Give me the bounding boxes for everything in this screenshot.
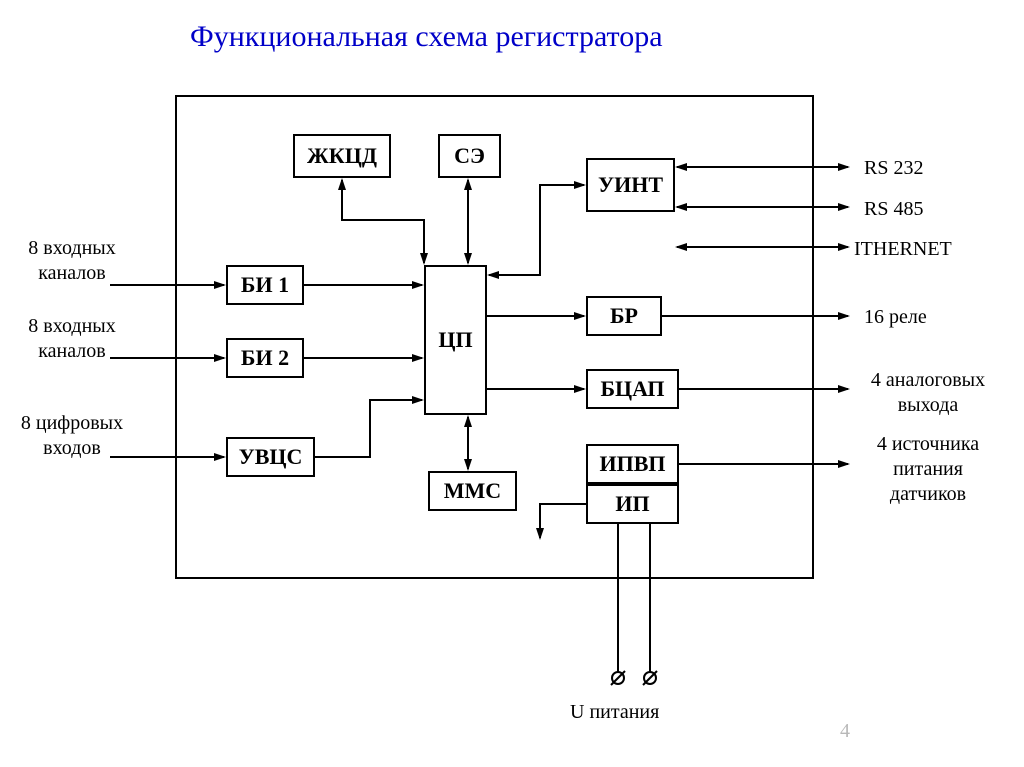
label-psrc: 4 источникапитаниядатчиков — [848, 432, 1008, 507]
label-rs485: RS 485 — [864, 197, 923, 222]
block-ipvp: ИПВП — [586, 444, 679, 484]
block-bcap: БЦАП — [586, 369, 679, 409]
label-rs232: RS 232 — [864, 156, 923, 181]
label-upit: U питания — [570, 700, 659, 725]
block-se: СЭ — [438, 134, 501, 178]
diagram-title: Функциональная схема регистратора — [190, 20, 663, 54]
page-number: 4 — [840, 720, 850, 743]
label-relay: 16 реле — [864, 305, 927, 330]
block-zhkcd: ЖКЦД — [293, 134, 391, 178]
label-ith: ITHERNET — [854, 237, 952, 262]
block-uvcs: УВЦС — [226, 437, 315, 477]
label-in2: 8 входныхканалов — [12, 314, 132, 364]
block-bi1: БИ 1 — [226, 265, 304, 305]
block-uint: УИНТ — [586, 158, 675, 212]
label-in3: 8 цифровыхвходов — [12, 411, 132, 461]
block-mmc: ММС — [428, 471, 517, 511]
block-ip: ИП — [586, 484, 679, 524]
block-bi2: БИ 2 — [226, 338, 304, 378]
label-aout: 4 аналоговыхвыхода — [848, 368, 1008, 418]
block-br: БР — [586, 296, 662, 336]
diagram-canvas: Функциональная схема регистратора ЖКЦД СЭ… — [0, 0, 1024, 767]
block-cp: ЦП — [424, 265, 487, 415]
label-in1: 8 входныхканалов — [12, 236, 132, 286]
